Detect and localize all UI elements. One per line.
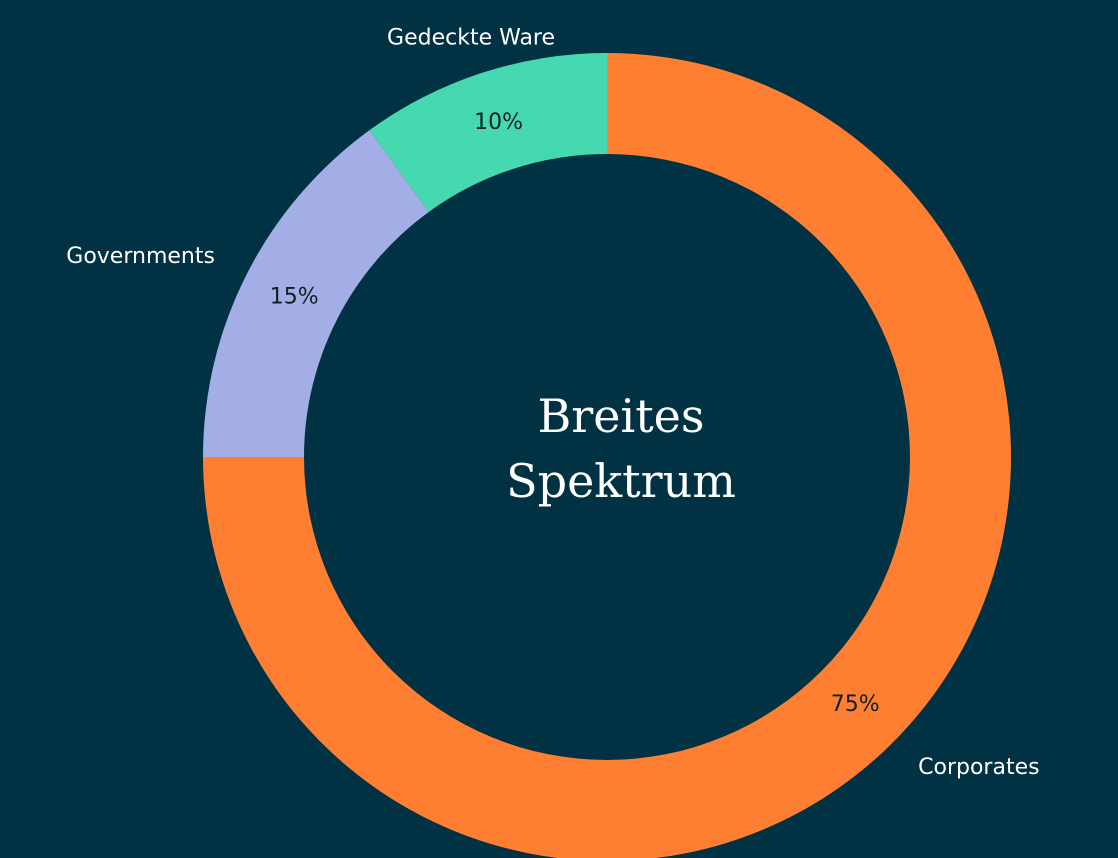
value-label: 15% <box>270 285 319 310</box>
value-label: 10% <box>474 110 523 135</box>
donut-slice <box>369 53 607 212</box>
category-label: Governments <box>66 244 215 269</box>
center-text: Breites <box>537 389 704 443</box>
category-label: Gedeckte Ware <box>387 26 555 51</box>
donut-slice <box>203 130 429 457</box>
center-text: Spektrum <box>506 454 736 508</box>
category-label: Corporates <box>918 755 1039 780</box>
value-label: 75% <box>831 692 880 717</box>
